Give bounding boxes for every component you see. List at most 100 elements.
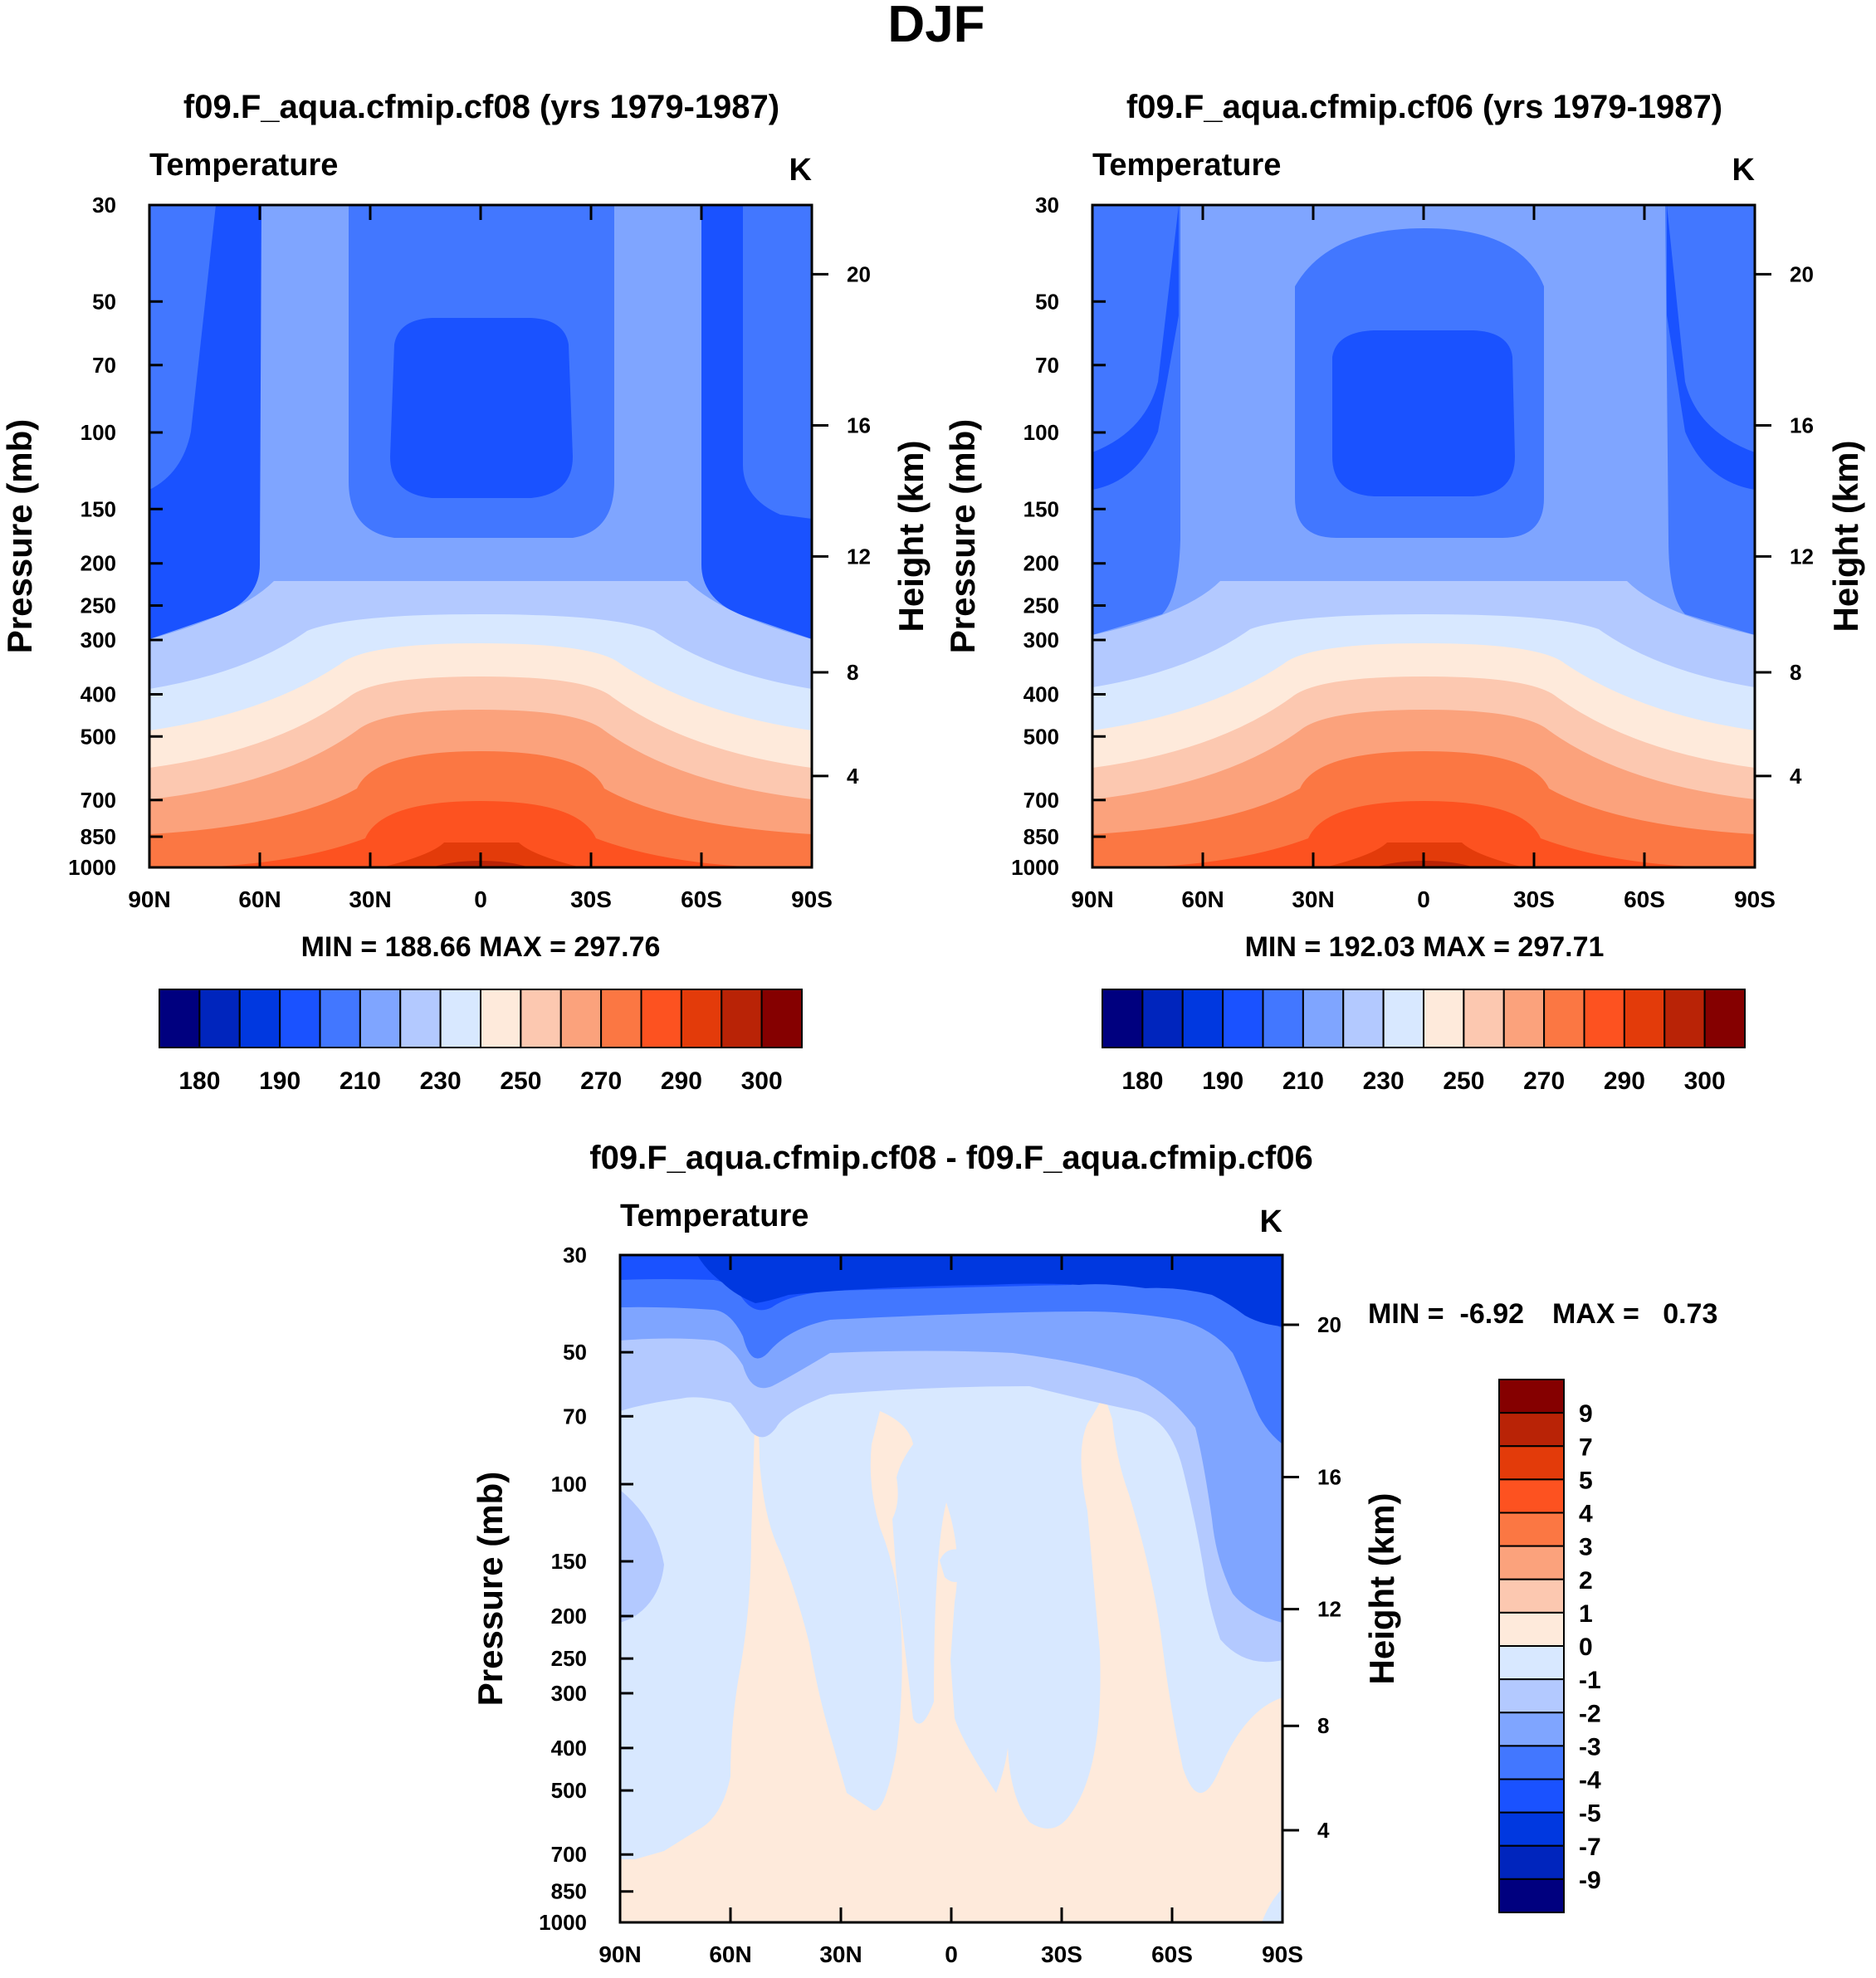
colorbar-box bbox=[559, 989, 603, 1048]
colorbar-label: 190 bbox=[259, 1067, 300, 1095]
y-tick-label: 50 bbox=[92, 289, 116, 314]
y-tick-label: 30 bbox=[563, 1243, 587, 1267]
colorbar-box bbox=[600, 989, 642, 1048]
y-tick-label: 250 bbox=[81, 593, 116, 618]
y-tick-label: 70 bbox=[1035, 353, 1059, 378]
x-tick-label: 60S bbox=[1624, 886, 1665, 912]
y2-tick-label: 8 bbox=[1790, 660, 1801, 685]
field-level-minus2-left bbox=[620, 1490, 664, 1623]
colorbar-label: -5 bbox=[1579, 1800, 1601, 1828]
y-tick-label: 400 bbox=[551, 1736, 587, 1761]
panel-cf08-ylabel: Pressure (mb) bbox=[0, 419, 39, 653]
colorbar-box bbox=[1498, 1445, 1565, 1481]
field-level-minus4 bbox=[620, 1255, 1282, 1444]
panel-diff-subtitle: Temperature bbox=[620, 1199, 809, 1233]
field-cold-core bbox=[390, 318, 573, 498]
colorbar-box bbox=[1623, 989, 1666, 1048]
y2-tick-label: 16 bbox=[1790, 413, 1814, 437]
y-tick-label: 700 bbox=[551, 1842, 587, 1867]
colorbar-box bbox=[1141, 989, 1184, 1048]
x-tick-label: 30N bbox=[819, 1941, 862, 1967]
field-level-290 bbox=[199, 801, 762, 867]
colorbar-box bbox=[1498, 1878, 1565, 1913]
colorbar-label: 290 bbox=[1604, 1067, 1645, 1095]
colorbar-box bbox=[1102, 989, 1144, 1048]
colorbar-box bbox=[1498, 1712, 1565, 1747]
x-tick-label: 0 bbox=[1417, 886, 1430, 912]
colorbar-box bbox=[1498, 1611, 1565, 1647]
x-tick-label: 30S bbox=[1041, 1941, 1082, 1967]
colorbar-label: -3 bbox=[1579, 1733, 1601, 1761]
colorbar-box bbox=[760, 989, 803, 1048]
panel-cf08-units: K bbox=[789, 153, 813, 188]
colorbar-box bbox=[1302, 989, 1345, 1048]
colorbar-box bbox=[1498, 1844, 1565, 1880]
y-tick-label: 1000 bbox=[68, 855, 116, 880]
y2-tick-label: 16 bbox=[1317, 1464, 1341, 1489]
colorbar-label: -9 bbox=[1579, 1867, 1601, 1894]
y2-tick-label: 20 bbox=[1317, 1312, 1341, 1337]
y2-tick-label: 8 bbox=[847, 660, 858, 685]
y-tick-label: 500 bbox=[551, 1778, 587, 1803]
panel-diff-ylabel: Pressure (mb) bbox=[471, 1472, 510, 1706]
colorbar-box bbox=[1463, 989, 1505, 1048]
colorbar-box bbox=[238, 989, 281, 1048]
panel-cf06-stats: MIN = 192.03 MAX = 297.71 bbox=[1245, 931, 1605, 963]
y2-tick-label: 4 bbox=[1317, 1818, 1330, 1843]
y-tick-label: 200 bbox=[1023, 551, 1059, 576]
colorbar-label: 270 bbox=[580, 1067, 622, 1095]
y-tick-label: 1000 bbox=[1011, 855, 1059, 880]
x-tick-label: 60S bbox=[1151, 1941, 1193, 1967]
colorbar-box bbox=[1423, 989, 1465, 1048]
colorbar-box bbox=[1583, 989, 1625, 1048]
y-tick-label: 700 bbox=[1023, 788, 1059, 813]
x-tick-label: 90S bbox=[1734, 886, 1776, 912]
colorbar-label: 230 bbox=[1363, 1067, 1405, 1095]
colorbar-box bbox=[1498, 1545, 1565, 1580]
colorbar-label: 250 bbox=[500, 1067, 541, 1095]
x-tick-label: 60S bbox=[681, 886, 722, 912]
colorbar-box bbox=[1498, 1412, 1565, 1448]
x-tick-label: 90S bbox=[791, 886, 833, 912]
colorbar-box bbox=[1498, 1778, 1565, 1814]
panel-cf06-ylabel: Pressure (mb) bbox=[943, 419, 982, 653]
x-tick-label: 60N bbox=[709, 1941, 751, 1967]
colorbar-label: 2 bbox=[1579, 1567, 1593, 1595]
panel-diff-stats-max: MAX = 0.73 bbox=[1552, 1298, 1717, 1330]
field-level-plus1 bbox=[1262, 1888, 1282, 1922]
panel-diff-axes: 30 50 70 100 150 200 250 300 400 500 700 850 1000 20 1… bbox=[539, 1243, 1341, 1967]
colorbar-label: 250 bbox=[1443, 1067, 1484, 1095]
x-tick-label: 30S bbox=[1513, 886, 1555, 912]
panel-diff-field bbox=[620, 1255, 1282, 1922]
y2-tick-label: 12 bbox=[1317, 1597, 1341, 1622]
colorbar-box bbox=[1498, 1578, 1565, 1614]
colorbar-label: 290 bbox=[661, 1067, 702, 1095]
y-tick-label: 50 bbox=[563, 1340, 587, 1365]
y-tick-label: 850 bbox=[81, 824, 116, 849]
panel-diff-title: f09.F_aqua.cfmip.cf08 - f09.F_aqua.cfmip… bbox=[589, 1140, 1312, 1176]
x-tick-label: 60N bbox=[1181, 886, 1224, 912]
field-island-small bbox=[940, 1549, 970, 1582]
colorbar-box bbox=[1342, 989, 1385, 1048]
panel-cf08-stats: MIN = 188.66 MAX = 297.76 bbox=[301, 931, 661, 963]
colorbar-box bbox=[1181, 989, 1224, 1048]
y-tick-label: 300 bbox=[1023, 628, 1059, 652]
colorbar-box bbox=[1498, 1811, 1565, 1847]
y-tick-label: 50 bbox=[1035, 289, 1059, 314]
colorbar-label: 210 bbox=[1282, 1067, 1324, 1095]
colorbar-box bbox=[1498, 1678, 1565, 1714]
colorbar-label: 190 bbox=[1202, 1067, 1243, 1095]
colorbar-box bbox=[1498, 1512, 1565, 1547]
colorbar-box bbox=[1498, 1645, 1565, 1681]
y-tick-label: 500 bbox=[1023, 724, 1059, 749]
colorbar-label: 270 bbox=[1523, 1067, 1565, 1095]
x-tick-label: 60N bbox=[238, 886, 281, 912]
panel-cf06-field bbox=[1092, 205, 1755, 867]
colorbar-box bbox=[1543, 989, 1585, 1048]
panel-cf08: f09.F_aqua.cfmip.cf08 (yrs 1979-1987) Te… bbox=[0, 89, 931, 1095]
panel-diff-colorbar: 9 7 5 4 3 2 1 0 -1 -2 -3 -4 -5 -7 -9 bbox=[1498, 1379, 1601, 1913]
y-tick-label: 500 bbox=[81, 724, 116, 749]
panel-cf06-title: f09.F_aqua.cfmip.cf06 (yrs 1979-1987) bbox=[1126, 89, 1722, 125]
panel-diff-stats-min: MIN = -6.92 bbox=[1368, 1298, 1524, 1330]
